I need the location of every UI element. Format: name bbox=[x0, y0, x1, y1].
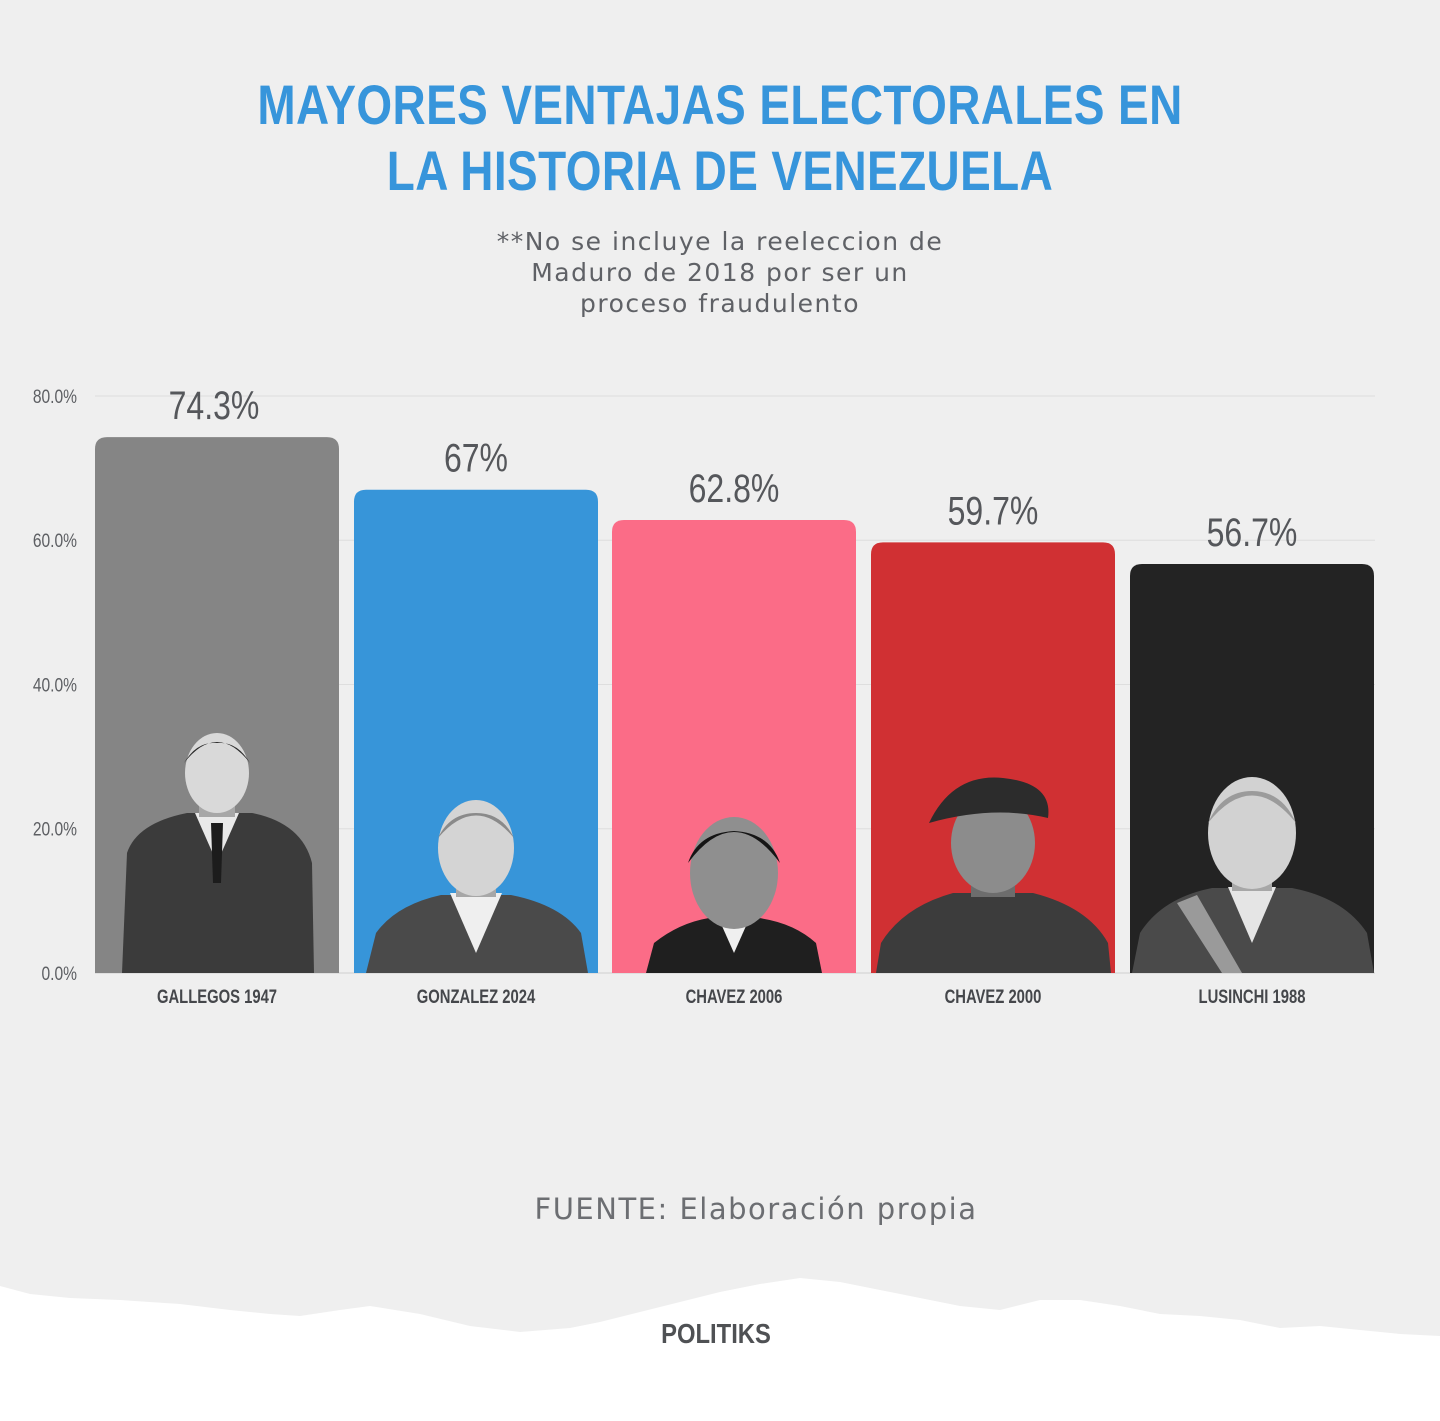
bar-value-label: 67% bbox=[444, 435, 508, 480]
brand-logo-text: POLITIKS bbox=[661, 1318, 771, 1349]
title-line-1: MAYORES VENTAJAS ELECTORALES EN bbox=[257, 73, 1183, 136]
bar-chart: 0.0% 20.0% 40.0% 60.0% 80.0% 74.3% GALLEGOS 19… bbox=[33, 383, 1375, 1008]
portrait-gallegos bbox=[122, 733, 314, 973]
bar bbox=[354, 489, 598, 973]
x-category-label: LUSINCHI 1988 bbox=[1199, 986, 1306, 1007]
portrait-chavez bbox=[646, 817, 822, 973]
y-tick-label: 60.0% bbox=[33, 530, 77, 552]
bar-value-label: 74.3% bbox=[169, 383, 260, 428]
y-tick-label: 80.0% bbox=[33, 386, 77, 408]
portrait-gonzalez bbox=[366, 800, 588, 973]
chart-title: MAYORES VENTAJAS ELECTORALES EN LA HISTO… bbox=[130, 72, 1311, 204]
x-category-label: CHAVEZ 2006 bbox=[686, 986, 783, 1007]
subtitle-line-1: **No se incluye la reeleccion de bbox=[496, 227, 944, 256]
bar-value-label: 62.8% bbox=[689, 466, 780, 511]
y-tick-label: 40.0% bbox=[33, 674, 77, 696]
source-note: FUENTE: Elaboración propia bbox=[534, 1192, 978, 1226]
bar-value-label: 59.7% bbox=[948, 488, 1039, 533]
bar bbox=[612, 520, 856, 973]
portrait-lusinchi bbox=[1132, 777, 1374, 973]
portrait-chavez-beret bbox=[876, 777, 1111, 973]
bar bbox=[871, 542, 1115, 973]
subtitle-line-3: proceso fraudulento bbox=[579, 289, 860, 318]
bar-value-label: 56.7% bbox=[1207, 510, 1298, 555]
bar bbox=[1130, 564, 1374, 973]
labels: 0.0% 20.0% 40.0% 60.0% 80.0% 74.3% GALLEGOS 19… bbox=[33, 383, 1306, 1008]
subtitle-line-2: Maduro de 2018 por ser un bbox=[531, 258, 909, 287]
y-tick-label: 20.0% bbox=[33, 818, 77, 840]
x-category-label: CHAVEZ 2000 bbox=[945, 986, 1042, 1007]
x-category-label: GALLEGOS 1947 bbox=[157, 986, 277, 1007]
x-category-label: GONZALEZ 2024 bbox=[417, 986, 536, 1007]
bottom-wave-decoration bbox=[0, 1278, 1440, 1421]
title-line-2: LA HISTORIA DE VENEZUELA bbox=[386, 139, 1054, 202]
y-tick-label: 0.0% bbox=[42, 963, 77, 985]
bars bbox=[95, 437, 1374, 974]
chart-subtitle: **No se incluye la reeleccion de Maduro … bbox=[0, 226, 1440, 319]
